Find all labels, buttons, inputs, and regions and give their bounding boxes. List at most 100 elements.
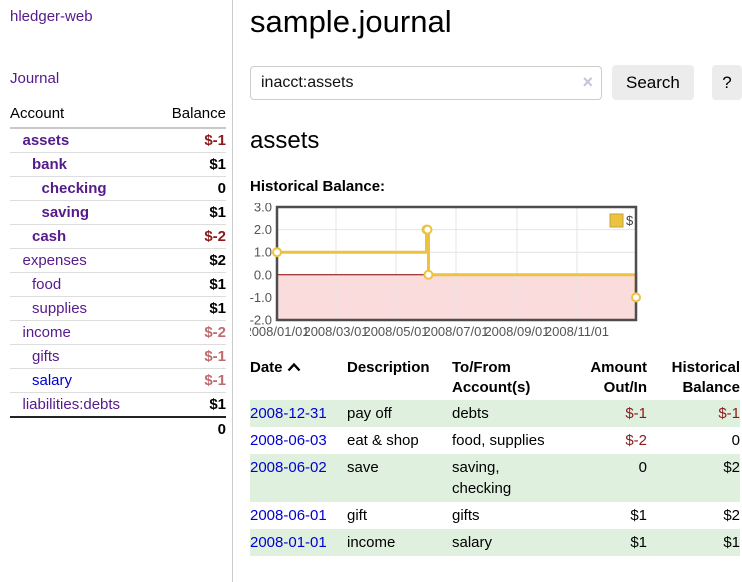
register-header-balance-line1: Historical xyxy=(671,359,740,376)
register-description-cell: pay off xyxy=(347,405,392,422)
register-accounts-cell: debts xyxy=(452,405,489,422)
account-balance: $1 xyxy=(154,272,226,297)
account-link[interactable]: saving xyxy=(41,204,90,221)
account-link[interactable]: assets xyxy=(22,132,70,149)
register-amount-cell: $-2 xyxy=(625,432,647,449)
data-point-marker xyxy=(272,247,282,258)
y-tick-label: -2.0 xyxy=(250,313,272,328)
account-row: salary $-1 xyxy=(10,368,226,393)
x-tick-label: 2008/07/01 xyxy=(423,324,488,339)
register-balance-cell: $2 xyxy=(723,507,740,524)
account-link[interactable]: salary xyxy=(32,372,73,389)
account-balance: $1 xyxy=(154,200,226,225)
account-row: checking 0 xyxy=(10,176,226,201)
register-accounts-cell: food, supplies xyxy=(452,432,545,449)
register-accounts-cell: salary xyxy=(452,534,493,551)
account-link[interactable]: expenses xyxy=(22,252,87,269)
register-row: 2008-06-02 save saving, checking 0 $2 xyxy=(250,454,740,502)
x-tick-label: 2008/05/01 xyxy=(363,324,428,339)
register-description-cell: eat & shop xyxy=(347,432,419,449)
account-cell: bank xyxy=(10,152,155,177)
account-link[interactable]: bank xyxy=(32,156,68,173)
register-header-accounts-line2: Account(s) xyxy=(452,379,531,396)
plot-border xyxy=(275,205,638,322)
account-link[interactable]: gifts xyxy=(32,348,60,365)
account-row: food $1 xyxy=(10,272,226,297)
account-cell: income xyxy=(10,320,155,345)
account-row: liabilities:debts $1 xyxy=(10,392,226,418)
account-link[interactable]: income xyxy=(22,324,71,341)
data-point-marker xyxy=(422,224,433,235)
accounts-header-account: Account xyxy=(10,101,155,129)
search-button[interactable]: Search xyxy=(611,65,694,100)
transaction-date-link[interactable]: 2008-06-03 xyxy=(250,432,327,449)
app-title-link[interactable]: hledger-web xyxy=(10,8,93,25)
register-balance-cell: $-1 xyxy=(718,405,740,422)
register-header-date[interactable]: Date xyxy=(250,356,347,400)
register-row: 2008-06-01 gift gifts $1 $2 xyxy=(250,502,740,529)
legend-label: $ xyxy=(626,213,634,228)
account-cell: assets xyxy=(10,128,155,153)
x-tick-label: 2008/11/01 xyxy=(545,324,609,339)
data-point-marker xyxy=(631,292,641,303)
account-balance: $1 xyxy=(154,392,226,418)
account-row: bank $1 xyxy=(10,152,226,177)
account-row: cash $-2 xyxy=(10,224,226,249)
register-header-amount-line1: Amount xyxy=(590,359,647,376)
transaction-date-link[interactable]: 2008-01-01 xyxy=(250,534,327,551)
transaction-date-link[interactable]: 2008-06-01 xyxy=(250,507,327,524)
account-heading: assets xyxy=(250,127,320,154)
account-balance: 0 xyxy=(154,176,226,201)
help-button[interactable]: ? xyxy=(711,65,742,100)
account-cell: checking xyxy=(10,176,155,201)
register-date-cell: 2008-01-01 xyxy=(250,529,347,556)
register-row: 2008-01-01 income salary $1 $1 xyxy=(250,529,740,556)
account-row: assets $-1 xyxy=(10,128,226,153)
balance-chart-svg: $3.0 2.0 1.0 0.0 -1.0 -2.02008/01/012008/03/0… xyxy=(250,203,641,339)
sidebar-item-journal[interactable]: Journal xyxy=(10,70,60,87)
register-balance-cell: 0 xyxy=(731,432,740,449)
page-title: sample.journal xyxy=(250,4,452,39)
register-balance-cell: $2 xyxy=(723,459,740,476)
transaction-date-link[interactable]: 2008-12-31 xyxy=(250,405,327,422)
chart-title: Historical Balance: xyxy=(250,178,386,195)
transaction-date-link[interactable]: 2008-06-02 xyxy=(250,459,327,476)
register-row: 2008-12-31 pay off debts $-1 $-1 xyxy=(250,400,740,427)
accounts-total-row: 0 xyxy=(10,416,226,441)
account-cell: supplies xyxy=(10,296,155,321)
register-header-accounts-line1: To/From xyxy=(452,359,511,376)
account-link[interactable]: liabilities:debts xyxy=(22,396,121,413)
register-date-cell: 2008-06-02 xyxy=(250,454,347,502)
accounts-body: assets $-1 bank $1 checking 0 saving $1 cash $-2 e… xyxy=(10,128,226,418)
register-description-cell: save xyxy=(347,459,379,476)
clear-search-icon[interactable]: × xyxy=(582,71,593,92)
register-accounts-cell: gifts xyxy=(452,507,480,524)
legend-swatch xyxy=(609,213,624,228)
account-link[interactable]: cash xyxy=(32,228,67,245)
y-tick-label: 0.0 xyxy=(254,267,272,282)
register-body: 2008-12-31 pay off debts $-1 $-1 2008-06-03 ea… xyxy=(250,400,740,556)
account-link[interactable]: food xyxy=(32,276,62,293)
account-balance: $2 xyxy=(154,248,226,273)
accounts-total-value: 0 xyxy=(154,416,226,441)
account-cell: gifts xyxy=(10,344,155,369)
account-link[interactable]: checking xyxy=(41,180,107,197)
account-row: gifts $-1 xyxy=(10,344,226,369)
search-form: × Search ? xyxy=(250,65,742,100)
search-box: × xyxy=(250,65,602,100)
search-input[interactable] xyxy=(250,65,602,100)
register-balance-cell: $1 xyxy=(723,534,740,551)
account-link[interactable]: supplies xyxy=(32,300,88,317)
account-cell: saving xyxy=(10,200,155,225)
register-amount-cell: $1 xyxy=(630,507,647,524)
account-balance: $-2 xyxy=(154,224,226,249)
accounts-table: Account Balance assets $-1 bank $1 checking 0… xyxy=(10,101,226,441)
register-header-row: Date Description To/From Account(s) Amou… xyxy=(250,356,740,400)
register-header-balance-line2: Balance xyxy=(682,379,740,396)
sort-ascending-icon xyxy=(287,362,300,372)
account-balance: $1 xyxy=(154,152,226,177)
register-header-description: Description xyxy=(347,359,430,376)
sidebar: hledger-web Journal Account Balance asse… xyxy=(0,0,233,582)
register-header-amount: Amount Out/In xyxy=(565,356,647,400)
